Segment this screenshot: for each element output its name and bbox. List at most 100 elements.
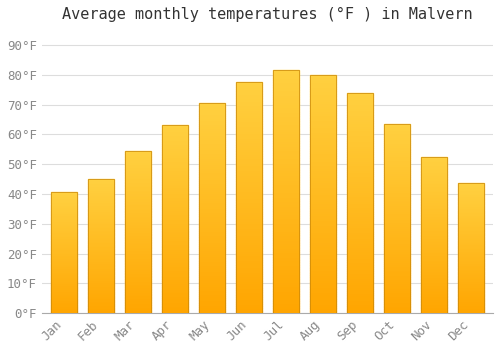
Bar [310,194,336,196]
Bar [346,207,373,210]
Bar [236,156,262,159]
Bar [124,308,152,310]
Bar [272,267,299,270]
Bar [310,151,336,153]
Bar [162,212,188,214]
Bar [420,312,447,313]
Bar [384,141,410,143]
Bar [346,139,373,141]
Bar [50,299,78,300]
Bar [124,271,152,273]
Bar [236,205,262,207]
Bar [162,152,188,154]
Bar [272,177,299,180]
Bar [124,169,152,170]
Bar [272,306,299,308]
Bar [236,105,262,107]
Bar [50,224,78,225]
Bar [310,213,336,215]
Bar [458,247,484,248]
Bar [124,211,152,212]
Bar [310,118,336,120]
Bar [384,277,410,279]
Bar [88,226,115,227]
Bar [384,290,410,292]
Bar [236,101,262,103]
Bar [310,113,336,115]
Bar [198,273,226,275]
Bar [50,290,78,291]
Bar [310,175,336,177]
Bar [198,122,226,124]
Bar [88,219,115,220]
Bar [420,277,447,279]
Bar [88,280,115,281]
Bar [458,278,484,279]
Bar [50,212,78,213]
Bar [420,255,447,257]
Bar [198,290,226,292]
Bar [310,101,336,103]
Bar [272,170,299,172]
Bar [272,109,299,112]
Bar [236,267,262,269]
Bar [236,200,262,202]
Bar [162,270,188,272]
Bar [310,187,336,189]
Bar [310,137,336,139]
Bar [420,197,447,199]
Bar [236,223,262,225]
Bar [458,226,484,228]
Bar [50,296,78,297]
Bar [88,218,115,219]
Bar [236,163,262,165]
Bar [420,157,447,158]
Bar [236,117,262,119]
Bar [198,126,226,128]
Bar [88,302,115,304]
Bar [198,160,226,162]
Bar [458,202,484,203]
Bar [384,183,410,184]
Bar [162,289,188,290]
Bar [346,247,373,249]
Bar [310,277,336,280]
Bar [88,285,115,286]
Bar [384,256,410,258]
Bar [310,87,336,89]
Bar [310,96,336,99]
Bar [236,262,262,265]
Bar [124,232,152,233]
Bar [198,128,226,130]
Bar [346,253,373,256]
Bar [384,311,410,313]
Bar [346,269,373,271]
Bar [310,77,336,79]
Bar [458,272,484,273]
Bar [236,124,262,126]
Bar [50,232,78,233]
Bar [384,133,410,135]
Bar [272,97,299,99]
Bar [272,289,299,291]
Bar [310,182,336,184]
Bar [236,228,262,230]
Bar [272,180,299,182]
Bar [458,307,484,308]
Bar [124,302,152,303]
Bar [162,268,188,270]
Bar [124,282,152,284]
Bar [162,169,188,170]
Bar [50,215,78,217]
Bar [384,275,410,277]
Bar [236,285,262,288]
Bar [50,195,78,196]
Bar [384,177,410,179]
Bar [272,143,299,146]
Bar [346,196,373,198]
Bar [458,239,484,240]
Bar [236,140,262,142]
Bar [162,139,188,140]
Bar [420,218,447,219]
Bar [162,172,188,174]
